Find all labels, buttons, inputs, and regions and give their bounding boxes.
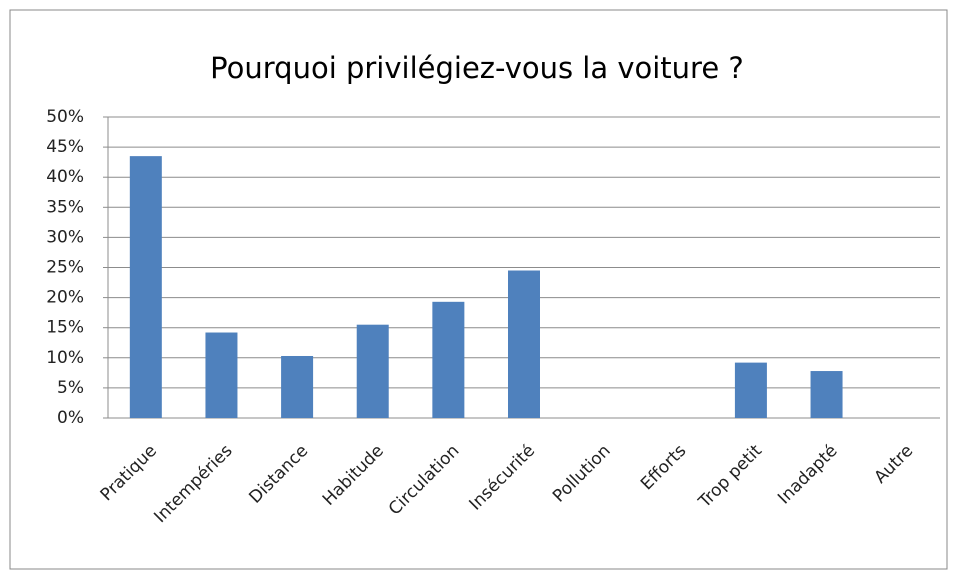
y-tick-label: 35% (46, 197, 84, 217)
bar (810, 371, 843, 418)
y-tick-label: 10% (46, 348, 84, 368)
y-tick-label: 25% (46, 258, 84, 278)
bar (281, 355, 314, 418)
bar (734, 362, 767, 418)
bar (508, 270, 540, 418)
y-tick-label: 15% (46, 318, 84, 338)
y-tick-label: 45% (46, 137, 84, 157)
y-tick-label: 5% (57, 378, 84, 398)
bar (205, 332, 238, 418)
bar (432, 301, 465, 418)
y-tick-label: 20% (46, 288, 84, 308)
bar (356, 324, 389, 418)
y-tick-label: 50% (46, 107, 84, 127)
bar (129, 156, 162, 418)
y-tick-label: 0% (57, 408, 84, 428)
y-tick-label: 30% (46, 227, 84, 247)
chart-title: Pourquoi privilégiez-vous la voiture ? (210, 51, 744, 85)
chart-border (9, 9, 948, 570)
y-tick-label: 40% (46, 167, 84, 187)
